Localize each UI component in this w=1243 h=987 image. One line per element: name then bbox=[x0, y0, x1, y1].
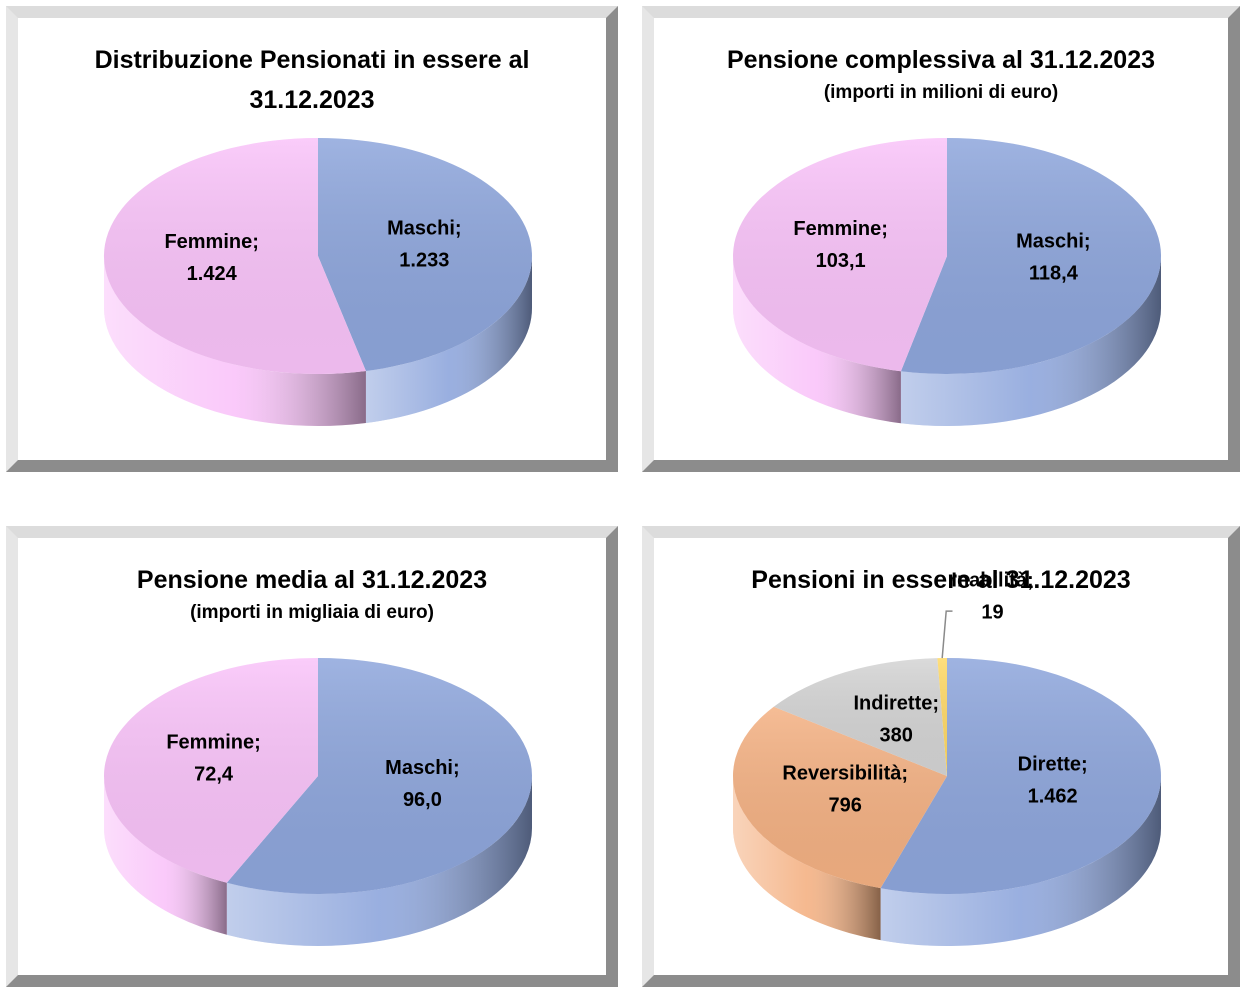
chart-title: Pensione media al 31.12.2023 bbox=[136, 566, 488, 594]
chart-subtitle: (importi in migliaia di euro) bbox=[190, 602, 434, 623]
data-label-name: Dirette; bbox=[1018, 754, 1088, 776]
data-label-name: Reversibilità; bbox=[782, 763, 908, 785]
pie-side-shade bbox=[104, 256, 366, 426]
pie-slice-shade bbox=[732, 706, 947, 889]
pie-slice-shade bbox=[880, 658, 1161, 894]
pie-side-shade bbox=[103, 776, 227, 935]
data-label-name: Maschi; bbox=[387, 218, 461, 240]
pie-slice-shade bbox=[733, 138, 947, 372]
leader-line bbox=[941, 610, 953, 659]
chart: Dirette; 1.462 Reversibilità; 796 Indirette;… bbox=[732, 569, 1161, 947]
data-label-name: Femmine; bbox=[793, 218, 887, 240]
panel: Pensioni in essere al 31.12.2023 Dirette… bbox=[642, 526, 1240, 987]
pie-side-shade bbox=[733, 256, 901, 424]
pie-slice-shade bbox=[773, 658, 947, 776]
pie-slice-shade bbox=[226, 658, 532, 894]
pie-slice-shade bbox=[103, 658, 319, 883]
data-label-value: 796 bbox=[829, 795, 862, 817]
data-label-value: 1.424 bbox=[187, 263, 238, 285]
data-label-value: 1.462 bbox=[1028, 786, 1078, 808]
data-label-value: 72,4 bbox=[194, 763, 234, 785]
chart-title: Pensioni in essere al 31.12.2023 bbox=[751, 566, 1131, 594]
panel: Pensione complessiva al 31.12.2023 (impor… bbox=[642, 6, 1240, 472]
chart: Maschi; 118,4 Femmine; 103,1 bbox=[733, 138, 1162, 426]
panel: Pensione media al 31.12.2023 (importi in … bbox=[6, 526, 618, 987]
pie-side-shade bbox=[733, 776, 881, 941]
panel: Distribuzione Pensionati in essere al 31… bbox=[6, 6, 618, 472]
data-label-name: Femmine; bbox=[166, 731, 260, 753]
data-label-name: Maschi; bbox=[385, 757, 459, 779]
data-label-name: Indirette; bbox=[853, 692, 939, 714]
title-block: Pensione complessiva al 31.12.2023 (impor… bbox=[684, 40, 1198, 106]
data-label-value: 96,0 bbox=[403, 789, 442, 811]
pie-slice-shade bbox=[103, 138, 366, 374]
chart-title: Pensione complessiva al 31.12.2023 bbox=[726, 46, 1156, 74]
data-label-value: 118,4 bbox=[1029, 263, 1079, 285]
chart-title: Distribuzione Pensionati in essere al 31… bbox=[94, 46, 530, 114]
pie-side-shade bbox=[226, 776, 533, 947]
pie-side-shade bbox=[900, 256, 1161, 426]
chart: Maschi; 1.233 Femmine; 1.424 bbox=[103, 138, 532, 426]
title-block: Pensione media al 31.12.2023 (importi in … bbox=[48, 560, 576, 626]
pie-slice-shade bbox=[900, 138, 1162, 374]
data-label-name: Inabilità; bbox=[951, 569, 1033, 591]
data-label-name: Femmine; bbox=[164, 231, 258, 253]
data-label-name: Maschi; bbox=[1016, 231, 1090, 253]
pie-slice-shade bbox=[318, 138, 532, 371]
pie-side-shade bbox=[365, 256, 532, 423]
data-label-value: 380 bbox=[880, 724, 913, 746]
data-label-value: 19 bbox=[981, 601, 1003, 623]
data-label-value: 1.233 bbox=[399, 250, 449, 272]
chart: Maschi; 96,0 Femmine; 72,4 bbox=[103, 658, 533, 947]
title-block: Distribuzione Pensionati in essere al 31… bbox=[48, 40, 576, 120]
title-block: Pensioni in essere al 31.12.2023 bbox=[684, 560, 1198, 600]
data-label-value: 103,1 bbox=[816, 250, 866, 272]
chart-subtitle: (importi in milioni di euro) bbox=[823, 82, 1059, 103]
pie-side-shade bbox=[880, 776, 1161, 947]
pie-slice-shade bbox=[937, 658, 947, 776]
